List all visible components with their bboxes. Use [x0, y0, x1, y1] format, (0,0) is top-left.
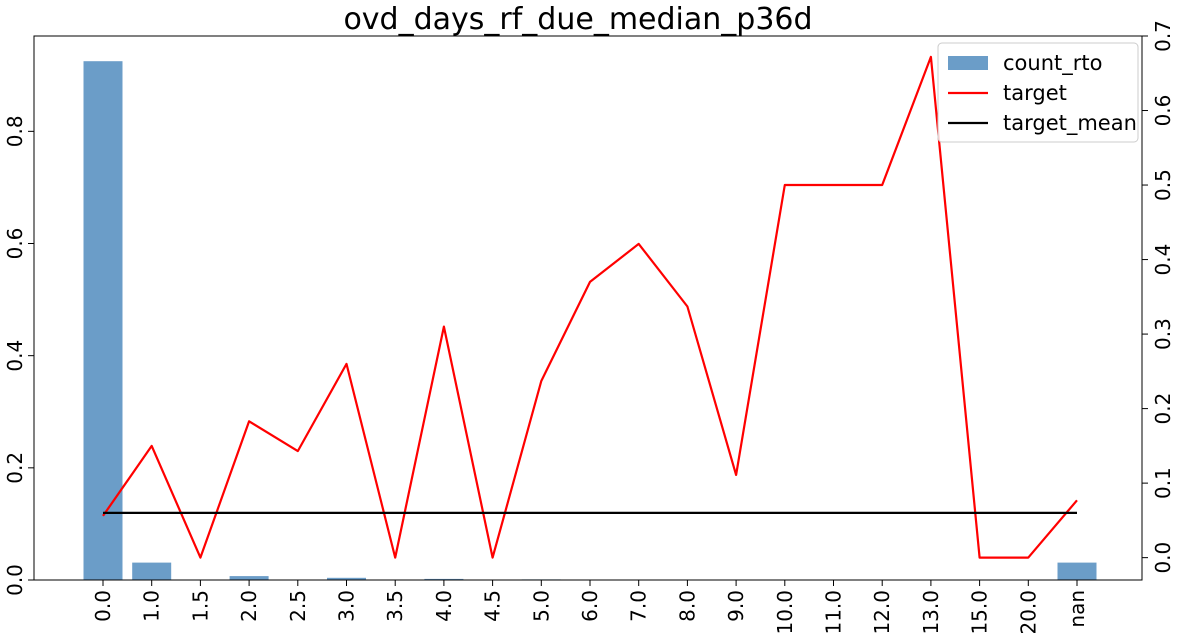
y-right-tick-label-7: 0.7 — [1151, 20, 1175, 52]
bar-count_rto-1 — [132, 562, 172, 580]
y-right-tick-label-4: 0.4 — [1151, 244, 1175, 276]
y-axis-left: 0.0 0.2 0.4 0.6 0.8 — [3, 115, 34, 596]
bars-layer — [83, 61, 1097, 580]
x-tick-label-13: 9.0 — [724, 590, 748, 622]
y-right-tick-label-2: 0.2 — [1151, 393, 1175, 425]
chart-title: ovd_days_rf_due_median_p36d — [343, 2, 812, 37]
x-tick-label-18: 15.0 — [968, 590, 992, 635]
x-tick-label-17: 13.0 — [919, 590, 943, 635]
x-tick-label-3: 2.0 — [237, 590, 261, 622]
y-axis-right: 0.0 0.1 0.2 0.3 0.4 0.5 0.6 0.7 — [1142, 20, 1175, 574]
lines-layer — [102, 55, 1078, 559]
bar-count_rto-7 — [424, 578, 464, 580]
x-tick-label-5: 3.0 — [335, 590, 359, 622]
x-tick-label-6: 3.5 — [383, 590, 407, 622]
x-tick-label-4: 2.5 — [286, 590, 310, 622]
y-right-tick-label-0: 0.0 — [1151, 542, 1175, 574]
line-target — [102, 55, 1078, 559]
x-tick-label-2: 1.5 — [188, 590, 212, 622]
y-left-tick-label-2: 0.4 — [3, 340, 27, 372]
plot-frame — [33, 35, 1143, 581]
x-tick-label-19: 20.0 — [1016, 590, 1040, 635]
legend-label-target_mean: target_mean — [1003, 111, 1137, 136]
x-tick-label-8: 4.5 — [481, 590, 505, 622]
x-tick-label-16: 12.0 — [870, 590, 894, 635]
x-axis: 0.0 1.0 1.5 2.0 2.5 3.0 3.5 4.0 4.5 5.0 6.0 7.0 8.0 9… — [91, 580, 1089, 635]
x-tick-label-14: 10.0 — [773, 590, 797, 635]
y-right-tick-label-1: 0.1 — [1151, 467, 1175, 499]
bar-count_rto-0 — [83, 61, 123, 580]
x-tick-label-1: 1.0 — [140, 590, 164, 622]
y-left-tick-label-3: 0.6 — [3, 228, 27, 260]
y-left-tick-label-1: 0.2 — [3, 452, 27, 484]
bar-count_rto-20 — [1057, 562, 1097, 580]
y-left-tick-label-4: 0.8 — [3, 115, 27, 147]
x-tick-label-9: 5.0 — [529, 590, 553, 622]
legend-swatch-count_rto — [948, 56, 988, 70]
bar-count_rto-3 — [229, 576, 269, 580]
x-tick-label-20: nan — [1065, 590, 1089, 628]
x-tick-label-0: 0.0 — [91, 590, 115, 622]
legend-label-target: target — [1003, 81, 1067, 105]
x-tick-label-7: 4.0 — [432, 590, 456, 622]
legend-label-count_rto: count_rto — [1003, 51, 1102, 76]
y-right-tick-label-3: 0.3 — [1151, 318, 1175, 350]
y-right-tick-label-5: 0.5 — [1151, 169, 1175, 201]
x-tick-label-11: 7.0 — [627, 590, 651, 622]
x-tick-label-12: 8.0 — [675, 590, 699, 622]
x-tick-label-15: 11.0 — [822, 590, 846, 635]
y-left-tick-label-0: 0.0 — [3, 564, 27, 596]
y-right-tick-label-6: 0.6 — [1151, 95, 1175, 127]
x-tick-label-10: 6.0 — [578, 590, 602, 622]
bar-count_rto-5 — [327, 577, 366, 580]
